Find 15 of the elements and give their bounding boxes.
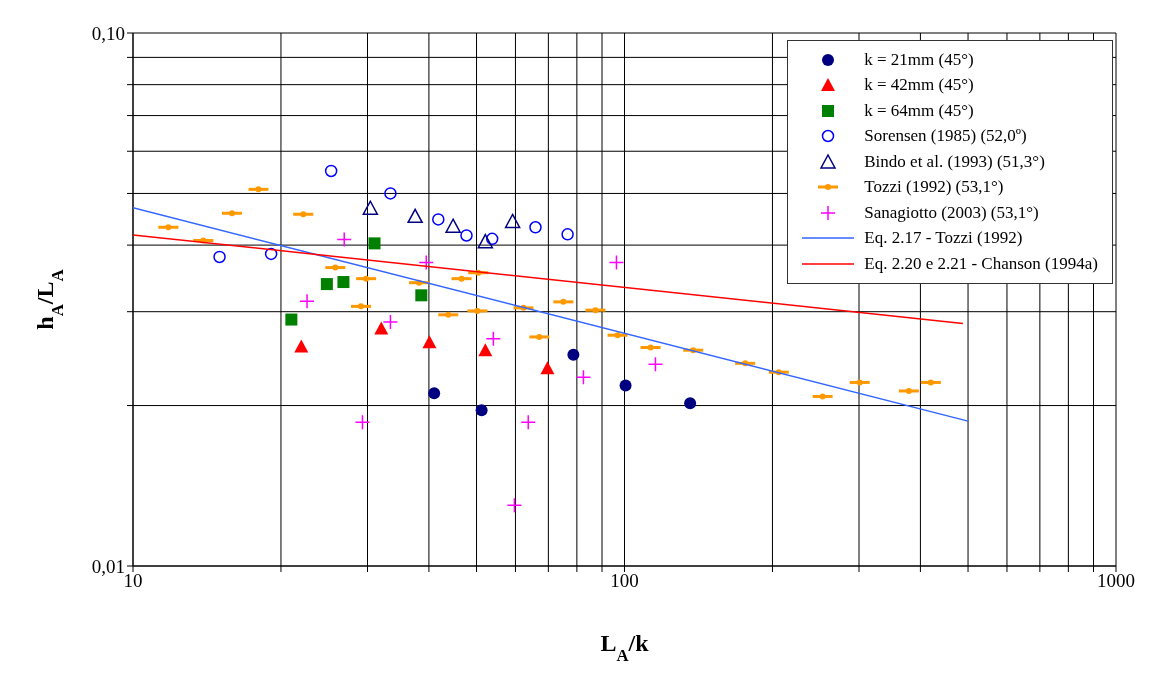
x-tick-label: 1000 (1097, 570, 1135, 592)
y-tick-label: 0,01 (91, 555, 125, 577)
legend-label: Sorensen (1985) (52,0º) (864, 126, 1027, 147)
legend-label: Eq. 2.20 e 2.21 - Chanson (1994a) (864, 253, 1098, 274)
legend-label: Tozzi (1992) (53,1°) (864, 177, 1004, 198)
x-axis-title: L$_{A}$/k (600, 630, 650, 665)
x-tick-label: 10 (123, 570, 143, 592)
legend-label: Sanagiotto (2003) (53,1°) (864, 202, 1039, 223)
legend-label: Bindo et al. (1993) (51,3°) (864, 151, 1045, 172)
y-tick-label: 0,10 (91, 22, 125, 44)
x-tick-label: 100 (610, 570, 639, 592)
legend-label: k = 64mm (45°) (864, 100, 974, 121)
legend-label: k = 42mm (45°) (864, 75, 974, 96)
legend-label: Eq. 2.17 - Tozzi (1992) (864, 228, 1023, 249)
legend-label: k = 21mm (45°) (864, 49, 974, 70)
